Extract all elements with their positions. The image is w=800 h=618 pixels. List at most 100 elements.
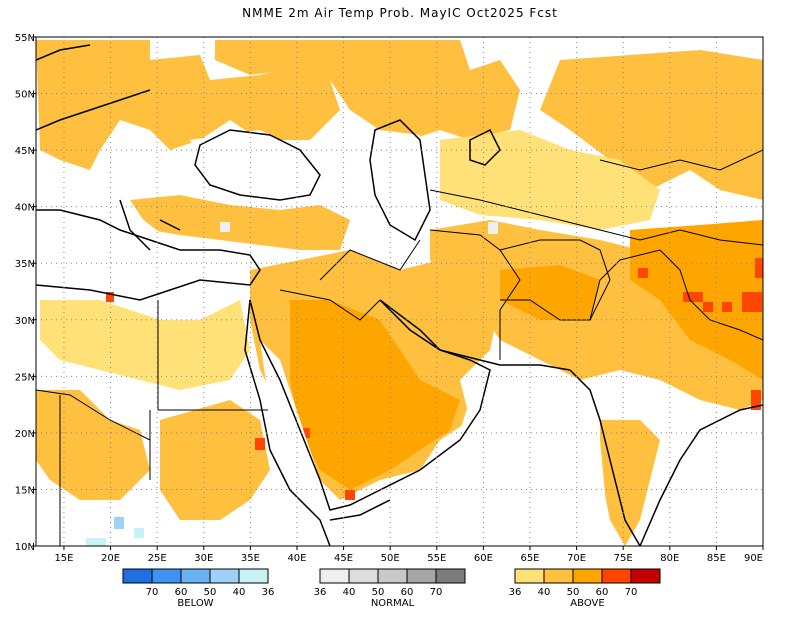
legend-category-name: NORMAL (371, 598, 415, 609)
grid (36, 37, 763, 546)
legend: 70 60 50 40 36 BELOW 36 40 50 60 70 NORMAL 36 40 50 60 7… (122, 568, 661, 609)
legend-swatch (238, 568, 269, 584)
lon-tick-label: 60E (474, 553, 493, 564)
lon-tick-label: 55E (427, 553, 446, 564)
legend-swatch (122, 568, 153, 584)
no-signal-red-sea (260, 340, 320, 500)
legend-label: 50 (567, 587, 580, 598)
legend-label: 50 (372, 587, 385, 598)
above-60-cell (755, 258, 763, 278)
above-region-africa-east (160, 400, 270, 520)
legend-category-name: BELOW (177, 598, 213, 609)
lon-tick-label: 40E (287, 553, 306, 564)
no-signal-med (45, 205, 250, 300)
legend-category-name: ABOVE (570, 598, 604, 609)
above-region-east-north (540, 50, 763, 200)
legend-label: 70 (430, 587, 443, 598)
coastline-arabia (249, 299, 491, 511)
legend-label: 36 (509, 587, 522, 598)
legend-label: 40 (343, 587, 356, 598)
coastlines (36, 44, 763, 546)
lon-tick-label: 35E (241, 553, 260, 564)
no-signal-arabian-sea (420, 380, 610, 546)
coastline-black-sea (194, 129, 321, 201)
above-region-turkey (130, 195, 350, 250)
no-signal-caspian (370, 130, 430, 235)
lon-tick-label: 15E (54, 553, 73, 564)
lat-tick-label: 55N (15, 33, 35, 44)
lon-tick-label: 45E (334, 553, 353, 564)
legend-swatch (630, 568, 661, 584)
coastline-persian-gulf (379, 299, 571, 371)
lon-tick-label: 20E (101, 553, 120, 564)
lon-tick-label: 70E (567, 553, 586, 564)
border-china (599, 149, 763, 171)
border-kazakh (429, 189, 763, 246)
country-borders (36, 149, 763, 546)
legend-label: 60 (401, 587, 414, 598)
coastline-europe (36, 44, 181, 251)
border-egypt-libya (149, 300, 268, 480)
legend-label: 70 (625, 587, 638, 598)
above-60-cell (742, 292, 762, 312)
lon-tick-label: 85E (707, 553, 726, 564)
below-40-cell (114, 517, 124, 529)
coastline-africa-east (244, 299, 331, 546)
border-pakistan (589, 249, 763, 341)
legend-label: 70 (146, 587, 159, 598)
above-region-africa-west (36, 390, 150, 500)
legend-swatch (319, 568, 350, 584)
above-60-cell (638, 268, 648, 278)
legend-swatch (348, 568, 379, 584)
lat-tick-label: 25N (15, 372, 35, 383)
lon-tick-label: 80E (660, 553, 679, 564)
no-signal-sea (190, 130, 320, 195)
legend-swatch (209, 568, 240, 584)
lat-tick-label: 35N (15, 259, 35, 270)
legend-swatch (435, 568, 466, 584)
coastline-aral (469, 128, 501, 166)
lon-axis-labels: 15E 20E 25E 30E 35E 40E 45E 50E 55E 60E 65E 70E 75E 8… (54, 546, 764, 564)
above-region-turkmen (500, 265, 600, 320)
normal-36-cell (220, 222, 230, 232)
lon-tick-label: 75E (614, 553, 633, 564)
above-60-cell (722, 302, 732, 312)
border-afghanistan (499, 239, 611, 321)
lon-tick-label: 30E (194, 553, 213, 564)
coastline-somalia (329, 499, 391, 521)
above-60-cell (106, 292, 114, 302)
lon-tick-label: 65E (520, 553, 539, 564)
lat-tick-label: 40N (15, 203, 35, 214)
lat-tick-label: 45N (15, 146, 35, 157)
above-60-cell (751, 390, 761, 410)
legend-swatch (377, 568, 408, 584)
coastline-india (569, 369, 763, 546)
lat-tick-label: 10N (15, 542, 35, 553)
above-60-cell (683, 292, 703, 302)
legend-swatch (151, 568, 182, 584)
lat-tick-label: 20N (15, 429, 35, 440)
coastline-caspian (369, 119, 431, 242)
border-saudi (279, 239, 421, 321)
lat-tick-label: 15N (15, 485, 35, 496)
lon-tick-label: 90E (744, 553, 763, 564)
legend-swatch (601, 568, 632, 584)
below-36-cell (86, 538, 106, 546)
above-60-cell (345, 490, 355, 500)
legend-label: 60 (175, 587, 188, 598)
legend-label: 40 (233, 587, 246, 598)
above-region-libya (40, 300, 250, 390)
legend-label: 36 (262, 587, 275, 598)
map-frame (35, 36, 764, 547)
above-60-cell (255, 438, 265, 450)
coastline-med (36, 209, 261, 301)
legend-label: 50 (204, 587, 217, 598)
below-36-cell (134, 528, 144, 538)
map-title: NMME 2m Air Temp Prob. MayIC Oct2025 Fcs… (242, 6, 558, 20)
probability-shading (36, 40, 763, 546)
border-iran (429, 229, 521, 360)
above-region-india-south (600, 420, 660, 546)
legend-label: 40 (538, 587, 551, 598)
legend-swatch (543, 568, 574, 584)
